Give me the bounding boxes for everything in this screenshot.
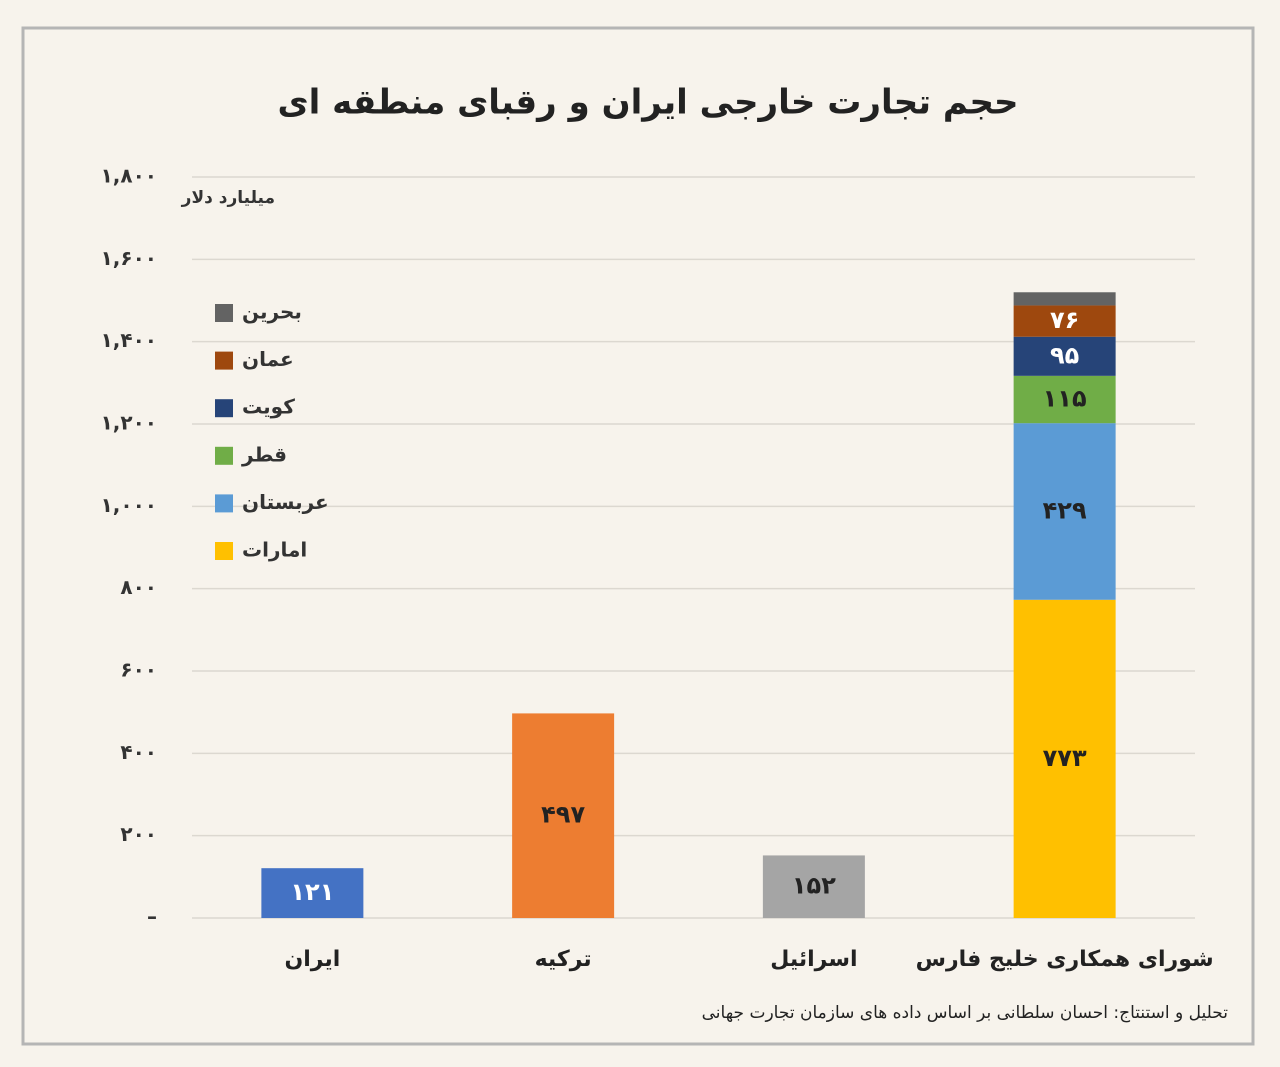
legend-swatch — [215, 351, 233, 370]
y-tick-label: ۱,۰۰۰ — [101, 493, 157, 517]
legend-swatch — [215, 542, 233, 560]
y-tick-label: ۱,۴۰۰ — [101, 328, 157, 352]
x-tick-label: ترکیه — [535, 947, 592, 972]
y-tick-label: ۲۰۰ — [120, 822, 157, 846]
legend-label: قطر — [241, 442, 287, 466]
value-label: ۴۲۹ — [1043, 496, 1087, 524]
y-tick-label: ۱,۲۰۰ — [101, 411, 157, 435]
bar-segment — [1013, 305, 1116, 337]
x-tick-label: شورای همکاری خلیج فارس — [916, 947, 1214, 972]
legend-swatch — [215, 399, 233, 418]
legend-swatch — [215, 494, 233, 513]
legend-label: عمان — [242, 347, 294, 371]
value-label: ۷۷۳ — [1043, 744, 1087, 772]
bar-segment — [1013, 375, 1116, 424]
legend-label: کویت — [242, 395, 295, 419]
bar-segment — [1013, 336, 1116, 376]
x-tick-label: اسرائیل — [770, 947, 857, 972]
frame — [21, 26, 1255, 1046]
y-tick-label: – — [147, 905, 157, 929]
y-axis-label: میلیارد دلار — [181, 188, 275, 208]
bar — [762, 855, 865, 918]
chart-title: حجم تجارت خارجی ایران و رقبای منطقه ای — [277, 83, 1018, 123]
value-label: ۴۹۷ — [541, 801, 585, 829]
value-label: ۷۶ — [1050, 306, 1079, 334]
value-label: ۱۲۱ — [290, 878, 334, 906]
bar — [261, 868, 364, 918]
legend-label: امارات — [242, 538, 307, 562]
y-tick-label: ۶۰۰ — [120, 658, 157, 682]
legend-swatch — [215, 446, 233, 465]
legend-label: بحرین — [242, 300, 302, 324]
y-tick-label: ۴۰۰ — [120, 740, 157, 764]
y-tick-label: ۱,۶۰۰ — [101, 246, 157, 270]
bar-segment — [1013, 599, 1116, 918]
value-label: ۹۵ — [1050, 341, 1079, 369]
bar-segment — [1013, 423, 1116, 600]
legend-label: عربستان — [242, 490, 329, 514]
source-note: تحلیل و استنتاج: احسان سلطانی بر اساس دا… — [702, 1003, 1229, 1023]
bar — [512, 713, 615, 918]
y-tick-label: ۱,۸۰۰ — [101, 164, 157, 188]
value-label: ۱۱۵ — [1043, 385, 1087, 413]
legend-swatch — [215, 304, 233, 322]
value-label: ۱۵۲ — [792, 872, 836, 900]
x-tick-label: ایران — [284, 947, 340, 972]
y-tick-label: ۸۰۰ — [120, 575, 157, 599]
bar-segment — [1013, 292, 1116, 306]
